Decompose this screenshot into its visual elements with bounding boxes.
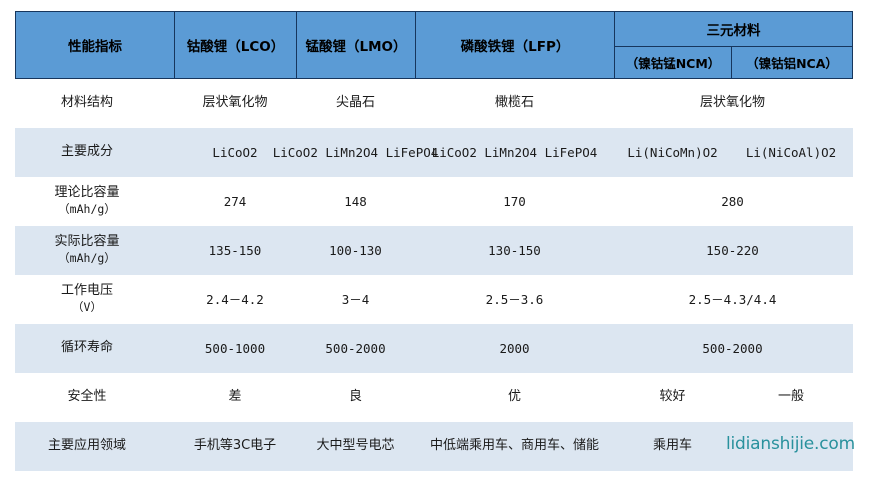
cell-lco: LiCoO2 xyxy=(212,144,258,160)
row-metric-label: 主要成分 xyxy=(0,144,174,160)
table-row: 主要成分 LiCoO2 LiCoO2 LiMn2O4 LiFePO4 LiCoO… xyxy=(0,128,869,177)
header-cell-metric: 性能指标 xyxy=(16,12,175,78)
metric-text: 工作电压 xyxy=(60,283,113,299)
header-label-nca: （镍钴铝NCA） xyxy=(746,56,838,71)
cell-ternary-merged: 500-2000 xyxy=(702,340,763,356)
cell-ternary-merged: 层状氧化物 xyxy=(699,95,765,111)
cell-lfp: 130-150 xyxy=(488,242,541,258)
cell-lmo: LiCoO2 LiMn2O4 LiFePO4 xyxy=(273,145,439,161)
cell-lco: 差 xyxy=(228,389,242,405)
cell-lfp: 170 xyxy=(503,193,526,209)
cell-ternary-merged: 280 xyxy=(721,193,744,209)
metric-text: 材料结构 xyxy=(60,95,113,111)
cell-ternary-merged: 2.5－4.3/4.4 xyxy=(688,291,777,307)
cell-lmo: 大中型号电芯 xyxy=(316,438,395,454)
cell-lco: 135-150 xyxy=(208,242,262,258)
table-row: 材料结构 层状氧化物 尖晶石 橄榄石 层状氧化物 xyxy=(0,79,869,128)
cell-ncm: 较好 xyxy=(659,389,686,405)
table-row: 安全性 差 良 优 较好 一般 xyxy=(0,373,869,422)
row-metric-label: 材料结构 xyxy=(0,95,174,111)
table-body: 材料结构 层状氧化物 尖晶石 橄榄石 层状氧化物 主要成分 LiCoO2 LiC… xyxy=(0,79,869,471)
header-label-ternary-group-wrap: 三元材料 xyxy=(615,12,852,47)
cell-nca: 一般 xyxy=(777,389,804,405)
header-cell-lco: 钴酸锂（LCO） xyxy=(175,12,297,78)
cell-nca: Li(NiCoAl)O2 xyxy=(745,144,837,160)
cell-lmo-text: LiCoO2 LiMn2O4 LiFePO4 xyxy=(272,144,439,160)
header-cell-lfp: 磷酸铁锂（LFP） xyxy=(416,12,615,78)
cell-lmo: 500-2000 xyxy=(325,340,386,356)
header-label-lfp: 磷酸铁锂（LFP） xyxy=(460,39,570,55)
cell-lmo: 尖晶石 xyxy=(335,95,375,111)
header-cell-ternary-group: 三元材料 （镍钴锰NCM） （镍钴铝NCA） xyxy=(615,12,852,78)
cell-lmo: 100-130 xyxy=(329,242,382,258)
cell-lfp: 2000 xyxy=(499,340,530,356)
header-label-ternary-group: 三元材料 xyxy=(706,23,761,39)
cell-lmo: 148 xyxy=(344,193,367,209)
table-header: 性能指标 钴酸锂（LCO） 锰酸锂（LMO） 磷酸铁锂（LFP） 三元材料 （镍… xyxy=(15,11,853,79)
table-row: 理论比容量 （mAh/g） 274 148 170 280 xyxy=(0,177,869,226)
row-metric-label: 实际比容量 （mAh/g） xyxy=(0,234,174,267)
metric-text: 理论比容量 xyxy=(54,185,120,201)
table-row: 工作电压 （V） 2.4－4.2 3－4 2.5－3.6 2.5－4.3/4.4 xyxy=(0,275,869,324)
header-label-lmo: 锰酸锂（LMO） xyxy=(305,39,407,55)
cell-ternary-merged: 150-220 xyxy=(706,242,759,258)
cell-lco: 500-1000 xyxy=(204,340,266,356)
row-stripe xyxy=(15,422,853,471)
cell-lco: 手机等3C电子 xyxy=(193,438,277,454)
cell-lmo: 良 xyxy=(348,389,362,405)
row-metric-label: 安全性 xyxy=(0,389,174,405)
metric-text: 实际比容量 xyxy=(54,234,120,250)
header-label-lco: 钴酸锂（LCO） xyxy=(186,39,285,55)
table-row: 循环寿命 500-1000 500-2000 2000 500-2000 xyxy=(0,324,869,373)
cell-lfp: 优 xyxy=(507,389,521,405)
cell-lco: 274 xyxy=(223,193,247,209)
cell-lco: 2.4－4.2 xyxy=(206,291,264,307)
metric-unit: （mAh/g） xyxy=(58,250,116,265)
cell-lmo: 3－4 xyxy=(341,291,370,307)
cell-lfp: LiCoO2 LiMn2O4 LiFePO4 xyxy=(431,144,598,160)
metric-unit: （V） xyxy=(72,299,102,314)
metric-text: 安全性 xyxy=(67,389,107,405)
row-metric-label: 主要应用领域 xyxy=(0,438,174,454)
table-row: 主要应用领域 手机等3C电子 大中型号电芯 中低端乘用车、商用车、储能 乘用车 xyxy=(0,422,869,471)
cell-lco: 层状氧化物 xyxy=(202,95,268,111)
row-metric-label: 理论比容量 （mAh/g） xyxy=(0,185,174,218)
header-cell-ncm: （镍钴锰NCM） xyxy=(615,47,732,78)
row-metric-label: 循环寿命 xyxy=(0,340,174,356)
metric-text: 主要应用领域 xyxy=(47,438,126,454)
cell-ncm: 乘用车 xyxy=(652,438,692,454)
metric-text: 主要成分 xyxy=(60,144,113,160)
cell-lfp: 橄榄石 xyxy=(494,95,534,111)
row-stripe xyxy=(15,226,853,275)
header-label-metric: 性能指标 xyxy=(68,39,122,55)
header-cell-nca: （镍钴铝NCA） xyxy=(732,47,852,78)
header-label-ncm: （镍钴锰NCM） xyxy=(625,56,721,71)
row-stripe xyxy=(15,324,853,373)
cell-ncm: Li(NiCoMn)O2 xyxy=(627,144,718,160)
header-cell-lmo: 锰酸锂（LMO） xyxy=(297,12,416,78)
table-row: 实际比容量 （mAh/g） 135-150 100-130 130-150 15… xyxy=(0,226,869,275)
header-ternary-subrow: （镍钴锰NCM） （镍钴铝NCA） xyxy=(615,47,852,78)
row-metric-label: 工作电压 （V） xyxy=(0,283,174,316)
row-stripe xyxy=(15,128,853,177)
metric-unit: （mAh/g） xyxy=(58,201,116,216)
cell-lfp: 2.5－3.6 xyxy=(485,291,544,307)
cell-lfp: 中低端乘用车、商用车、储能 xyxy=(429,438,599,454)
metric-text: 循环寿命 xyxy=(60,340,113,356)
